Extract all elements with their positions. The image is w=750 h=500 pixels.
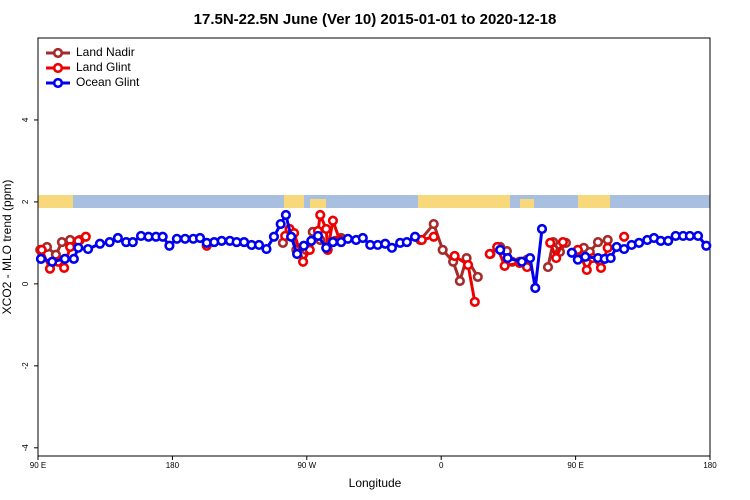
data-point [261,243,272,255]
data-point [692,230,704,242]
data-point [386,242,398,253]
data-point [462,259,474,271]
data-point [595,262,607,274]
data-point [56,236,67,248]
data-point [35,253,47,264]
data-point [619,231,630,242]
data-point [495,244,506,255]
data-point [536,223,548,235]
data-point [502,252,513,264]
map-strip [38,195,710,208]
data-point [566,247,577,258]
data-point [275,218,286,230]
data-point [286,231,297,242]
data-point [312,230,324,242]
data-point [542,261,554,273]
data-point [409,231,421,242]
data-point [59,262,70,274]
data-point [297,256,309,267]
legend-label: Ocean Glint [76,75,140,89]
data-point [253,239,265,251]
data-point [216,235,227,246]
legend-marker [52,47,64,59]
data-point [524,252,536,264]
legend-marker [52,62,64,74]
data-point [449,250,460,262]
x-tick-label: 180 [166,461,180,470]
x-axis-label: Longitude [349,476,402,490]
y-tick-label: -4 [21,444,30,452]
data-point [127,236,138,248]
data-point [171,233,182,244]
data-point [633,237,645,249]
data-point [280,209,291,221]
data-point [194,232,206,244]
y-tick-label: 0 [21,281,30,286]
data-point [315,209,326,221]
y-tick-label: -2 [21,362,30,370]
data-point [357,232,368,244]
data-point [484,248,495,260]
data-point [321,223,332,235]
data-point [68,253,79,264]
data-point [291,248,303,260]
data-point [36,244,47,255]
data-point [663,235,674,246]
data-point [268,231,280,242]
data-point [59,253,70,264]
data-point [437,244,448,255]
x-tick-label: 90 W [297,461,316,470]
data-point [428,231,439,242]
y-axis-label: XCO2 - MLO trend (ppm) [0,180,14,315]
data-point [298,240,309,251]
data-point [619,243,630,255]
data-point [112,232,123,244]
data-point [557,236,569,248]
data-point [602,242,613,253]
data-point [580,251,591,262]
data-point [551,252,562,264]
data-point [602,234,613,246]
data-point [47,256,58,267]
data-point [472,271,483,283]
data-point [428,218,439,230]
data-point [327,236,339,248]
data-point [592,236,604,248]
data-point [164,240,175,251]
x-tick-label: 180 [703,461,717,470]
data-point [65,241,76,253]
data-point [94,238,106,249]
data-point [73,242,84,253]
y-tick-label: 4 [21,117,30,122]
data-point [80,231,91,242]
data-point [499,260,510,271]
data-point [701,240,712,251]
legend-label: Land Glint [76,60,131,74]
chart-title: 17.5N-22.5N June (Ver 10) 2015-01-01 to … [194,11,557,28]
data-point [545,237,556,249]
x-tick-label: 90 E [30,461,46,470]
data-point [581,264,592,276]
data-point [605,252,616,264]
data-point [684,230,695,242]
data-point [157,231,168,242]
data-point [516,256,527,267]
data-point [401,236,412,248]
data-point [321,242,332,253]
data-point [104,236,115,248]
data-point [530,282,541,294]
legend-marker [52,77,64,89]
x-tick-label: 0 [439,461,444,470]
data-point [454,275,465,287]
legend-label: Land Nadir [76,45,135,59]
x-tick-label: 90 E [567,461,583,470]
data-point [342,233,353,244]
y-tick-label: 2 [21,199,30,204]
data-point [469,296,480,308]
data-point [306,235,317,246]
data-point [82,243,94,255]
data-point [179,233,191,244]
data-point [327,215,339,226]
